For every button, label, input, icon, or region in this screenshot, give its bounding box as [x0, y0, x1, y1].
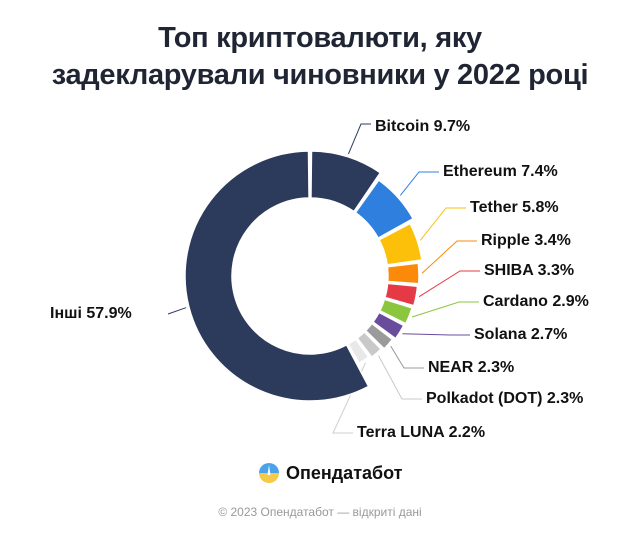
chart-title-line-2: задекларували чиновники у 2022 році	[51, 59, 589, 91]
slice-terra-luna	[347, 338, 370, 364]
leader-line	[411, 301, 479, 318]
leader-line	[167, 307, 187, 315]
leader-line	[390, 345, 424, 369]
slice-bitcoin	[310, 150, 382, 213]
slice-polkadot-dot-	[356, 331, 382, 358]
leader-line	[347, 123, 371, 155]
data-label: Bitcoin 9.7%	[375, 118, 471, 135]
leader-line	[419, 207, 466, 241]
leader-line	[421, 240, 477, 274]
slice-ethereum	[354, 179, 414, 239]
data-label: Інші 57.9%	[50, 305, 132, 322]
leader-line	[402, 333, 470, 336]
data-label: Tether 5.8%	[470, 199, 559, 216]
data-label: Cardano 2.9%	[483, 293, 589, 310]
leader-line	[378, 355, 422, 400]
slice-solana	[372, 311, 405, 340]
footer-credit: © 2023 Опендатабот — відкриті дані	[218, 505, 422, 519]
brand-logo: Опендатабот	[258, 462, 403, 484]
data-label: SHIBA 3.3%	[484, 262, 575, 279]
slice-near	[364, 322, 394, 350]
data-label: Solana 2.7%	[474, 326, 568, 343]
data-label: Ethereum 7.4%	[443, 163, 558, 180]
leader-line	[418, 270, 480, 298]
slice-ripple	[386, 262, 420, 285]
leader-line	[399, 171, 439, 196]
data-label: NEAR 2.3%	[428, 359, 515, 376]
brand-name: Опендатабот	[286, 462, 403, 483]
data-label: Ripple 3.4%	[481, 232, 571, 249]
slice-tether	[378, 222, 423, 266]
slice-cardano	[379, 298, 413, 325]
slice-shiba	[384, 282, 419, 307]
chart-title-line-1: Топ криптовалюти, яку	[158, 22, 482, 54]
data-label: Terra LUNA 2.2%	[357, 424, 486, 441]
slice-інші	[184, 150, 370, 402]
opendatabot-logo-icon	[259, 463, 279, 483]
data-label: Polkadot (DOT) 2.3%	[426, 390, 584, 407]
